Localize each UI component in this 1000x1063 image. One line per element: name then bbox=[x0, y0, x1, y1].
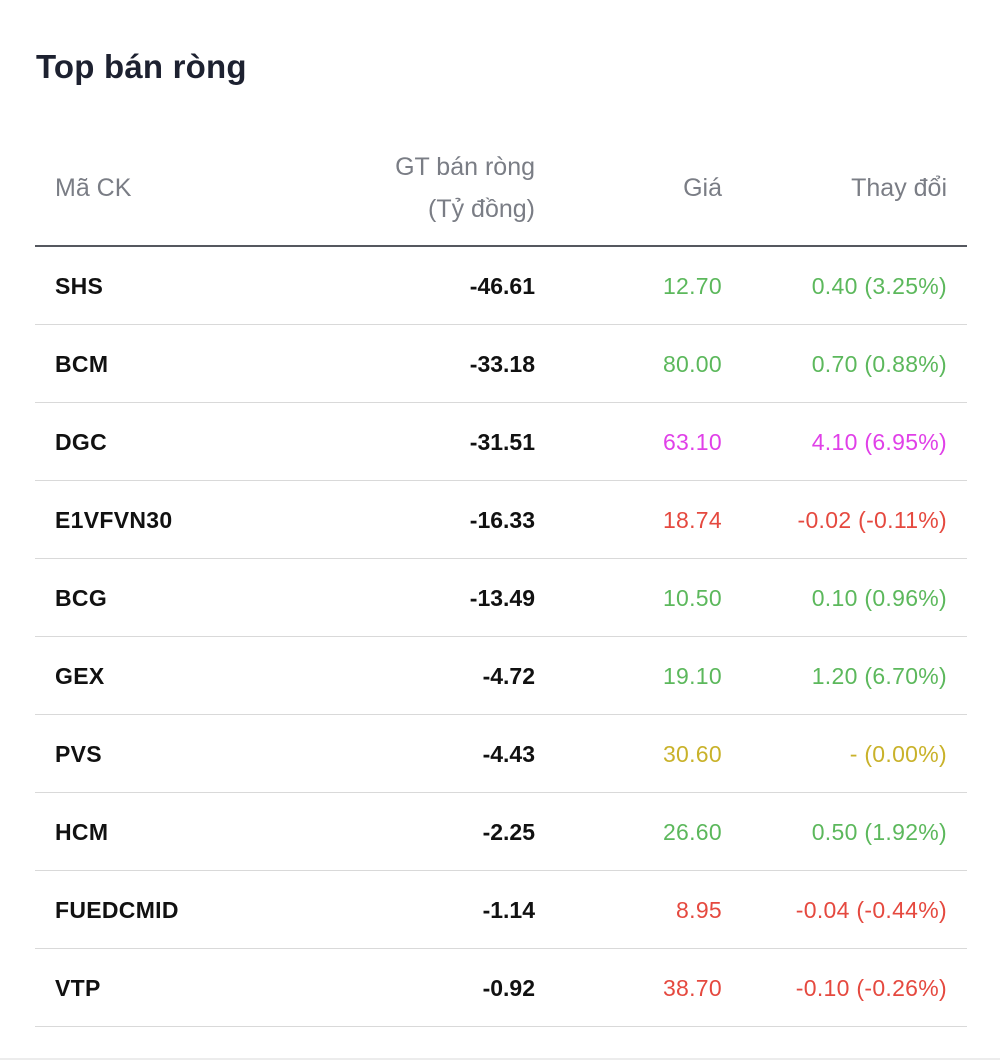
cell-net-value: -4.72 bbox=[347, 636, 535, 715]
table-row[interactable]: BCM -33.18 80.00 0.70 (0.88%) bbox=[35, 324, 967, 403]
cell-change: 1.20 (6.70%) bbox=[722, 636, 967, 715]
cell-change: 0.10 (0.96%) bbox=[722, 558, 967, 637]
cell-price: 26.60 bbox=[535, 792, 722, 871]
cell-change: -0.04 (-0.44%) bbox=[722, 870, 967, 949]
cell-net-value: -0.92 bbox=[347, 948, 535, 1027]
header-change[interactable]: Thay đổi bbox=[722, 130, 967, 247]
table-row[interactable]: E1VFVN30 -16.33 18.74 -0.02 (-0.11%) bbox=[35, 480, 967, 559]
cell-price: 63.10 bbox=[535, 402, 722, 481]
cell-symbol[interactable]: BCM bbox=[35, 324, 347, 403]
header-symbol[interactable]: Mã CK bbox=[35, 130, 347, 247]
table-row[interactable]: GEX -4.72 19.10 1.20 (6.70%) bbox=[35, 636, 967, 715]
cell-change: 0.40 (3.25%) bbox=[722, 246, 967, 325]
cell-change: -0.02 (-0.11%) bbox=[722, 480, 967, 559]
cell-price: 18.74 bbox=[535, 480, 722, 559]
table-row[interactable]: FUEDCMID -1.14 8.95 -0.04 (-0.44%) bbox=[35, 870, 967, 949]
table-row[interactable]: SHS -46.61 12.70 0.40 (3.25%) bbox=[35, 246, 967, 325]
cell-price: 8.95 bbox=[535, 870, 722, 949]
cell-net-value: -33.18 bbox=[347, 324, 535, 403]
cell-price: 30.60 bbox=[535, 714, 722, 793]
cell-symbol[interactable]: PVS bbox=[35, 714, 347, 793]
cell-symbol[interactable]: E1VFVN30 bbox=[35, 480, 347, 559]
cell-symbol[interactable]: FUEDCMID bbox=[35, 870, 347, 949]
cell-change: 0.50 (1.92%) bbox=[722, 792, 967, 871]
table-row[interactable]: PVS -4.43 30.60- (0.00%) bbox=[35, 714, 967, 793]
cell-symbol[interactable]: DGC bbox=[35, 402, 347, 481]
cell-change: - (0.00%) bbox=[722, 714, 967, 793]
cell-price: 38.70 bbox=[535, 948, 722, 1027]
net-sell-table: Mã CK GT bán ròng (Tỷ đồng) Giá Thay đổi… bbox=[35, 130, 967, 1027]
cell-net-value: -1.14 bbox=[347, 870, 535, 949]
cell-net-value: -13.49 bbox=[347, 558, 535, 637]
cell-price: 19.10 bbox=[535, 636, 722, 715]
table-row[interactable]: VTP -0.92 38.70 -0.10 (-0.26%) bbox=[35, 948, 967, 1027]
widget-title: Top bán ròng bbox=[36, 48, 247, 85]
cell-symbol[interactable]: VTP bbox=[35, 948, 347, 1027]
cell-change: 4.10 (6.95%) bbox=[722, 402, 967, 481]
cell-price: 12.70 bbox=[535, 246, 722, 325]
cell-symbol[interactable]: HCM bbox=[35, 792, 347, 871]
cell-net-value: -46.61 bbox=[347, 246, 535, 325]
cell-price: 80.00 bbox=[535, 324, 722, 403]
cell-price: 10.50 bbox=[535, 558, 722, 637]
bottom-divider bbox=[0, 1058, 1000, 1060]
cell-symbol[interactable]: SHS bbox=[35, 246, 347, 325]
header-net-value[interactable]: GT bán ròng (Tỷ đồng) bbox=[347, 130, 535, 247]
cell-symbol[interactable]: BCG bbox=[35, 558, 347, 637]
cell-change: 0.70 (0.88%) bbox=[722, 324, 967, 403]
header-net-value-line1: GT bán ròng bbox=[395, 152, 535, 181]
cell-net-value: -4.43 bbox=[347, 714, 535, 793]
table-row[interactable]: BCG -13.49 10.50 0.10 (0.96%) bbox=[35, 558, 967, 637]
cell-net-value: -2.25 bbox=[347, 792, 535, 871]
header-price[interactable]: Giá bbox=[535, 130, 722, 247]
cell-symbol[interactable]: GEX bbox=[35, 636, 347, 715]
table-row[interactable]: HCM -2.25 26.60 0.50 (1.92%) bbox=[35, 792, 967, 871]
cell-net-value: -31.51 bbox=[347, 402, 535, 481]
table-row[interactable]: DGC -31.51 63.10 4.10 (6.95%) bbox=[35, 402, 967, 481]
cell-change: -0.10 (-0.26%) bbox=[722, 948, 967, 1027]
table-header-row: Mã CK GT bán ròng (Tỷ đồng) Giá Thay đổi bbox=[35, 130, 967, 247]
header-net-value-line2: (Tỷ đồng) bbox=[428, 194, 535, 223]
cell-net-value: -16.33 bbox=[347, 480, 535, 559]
